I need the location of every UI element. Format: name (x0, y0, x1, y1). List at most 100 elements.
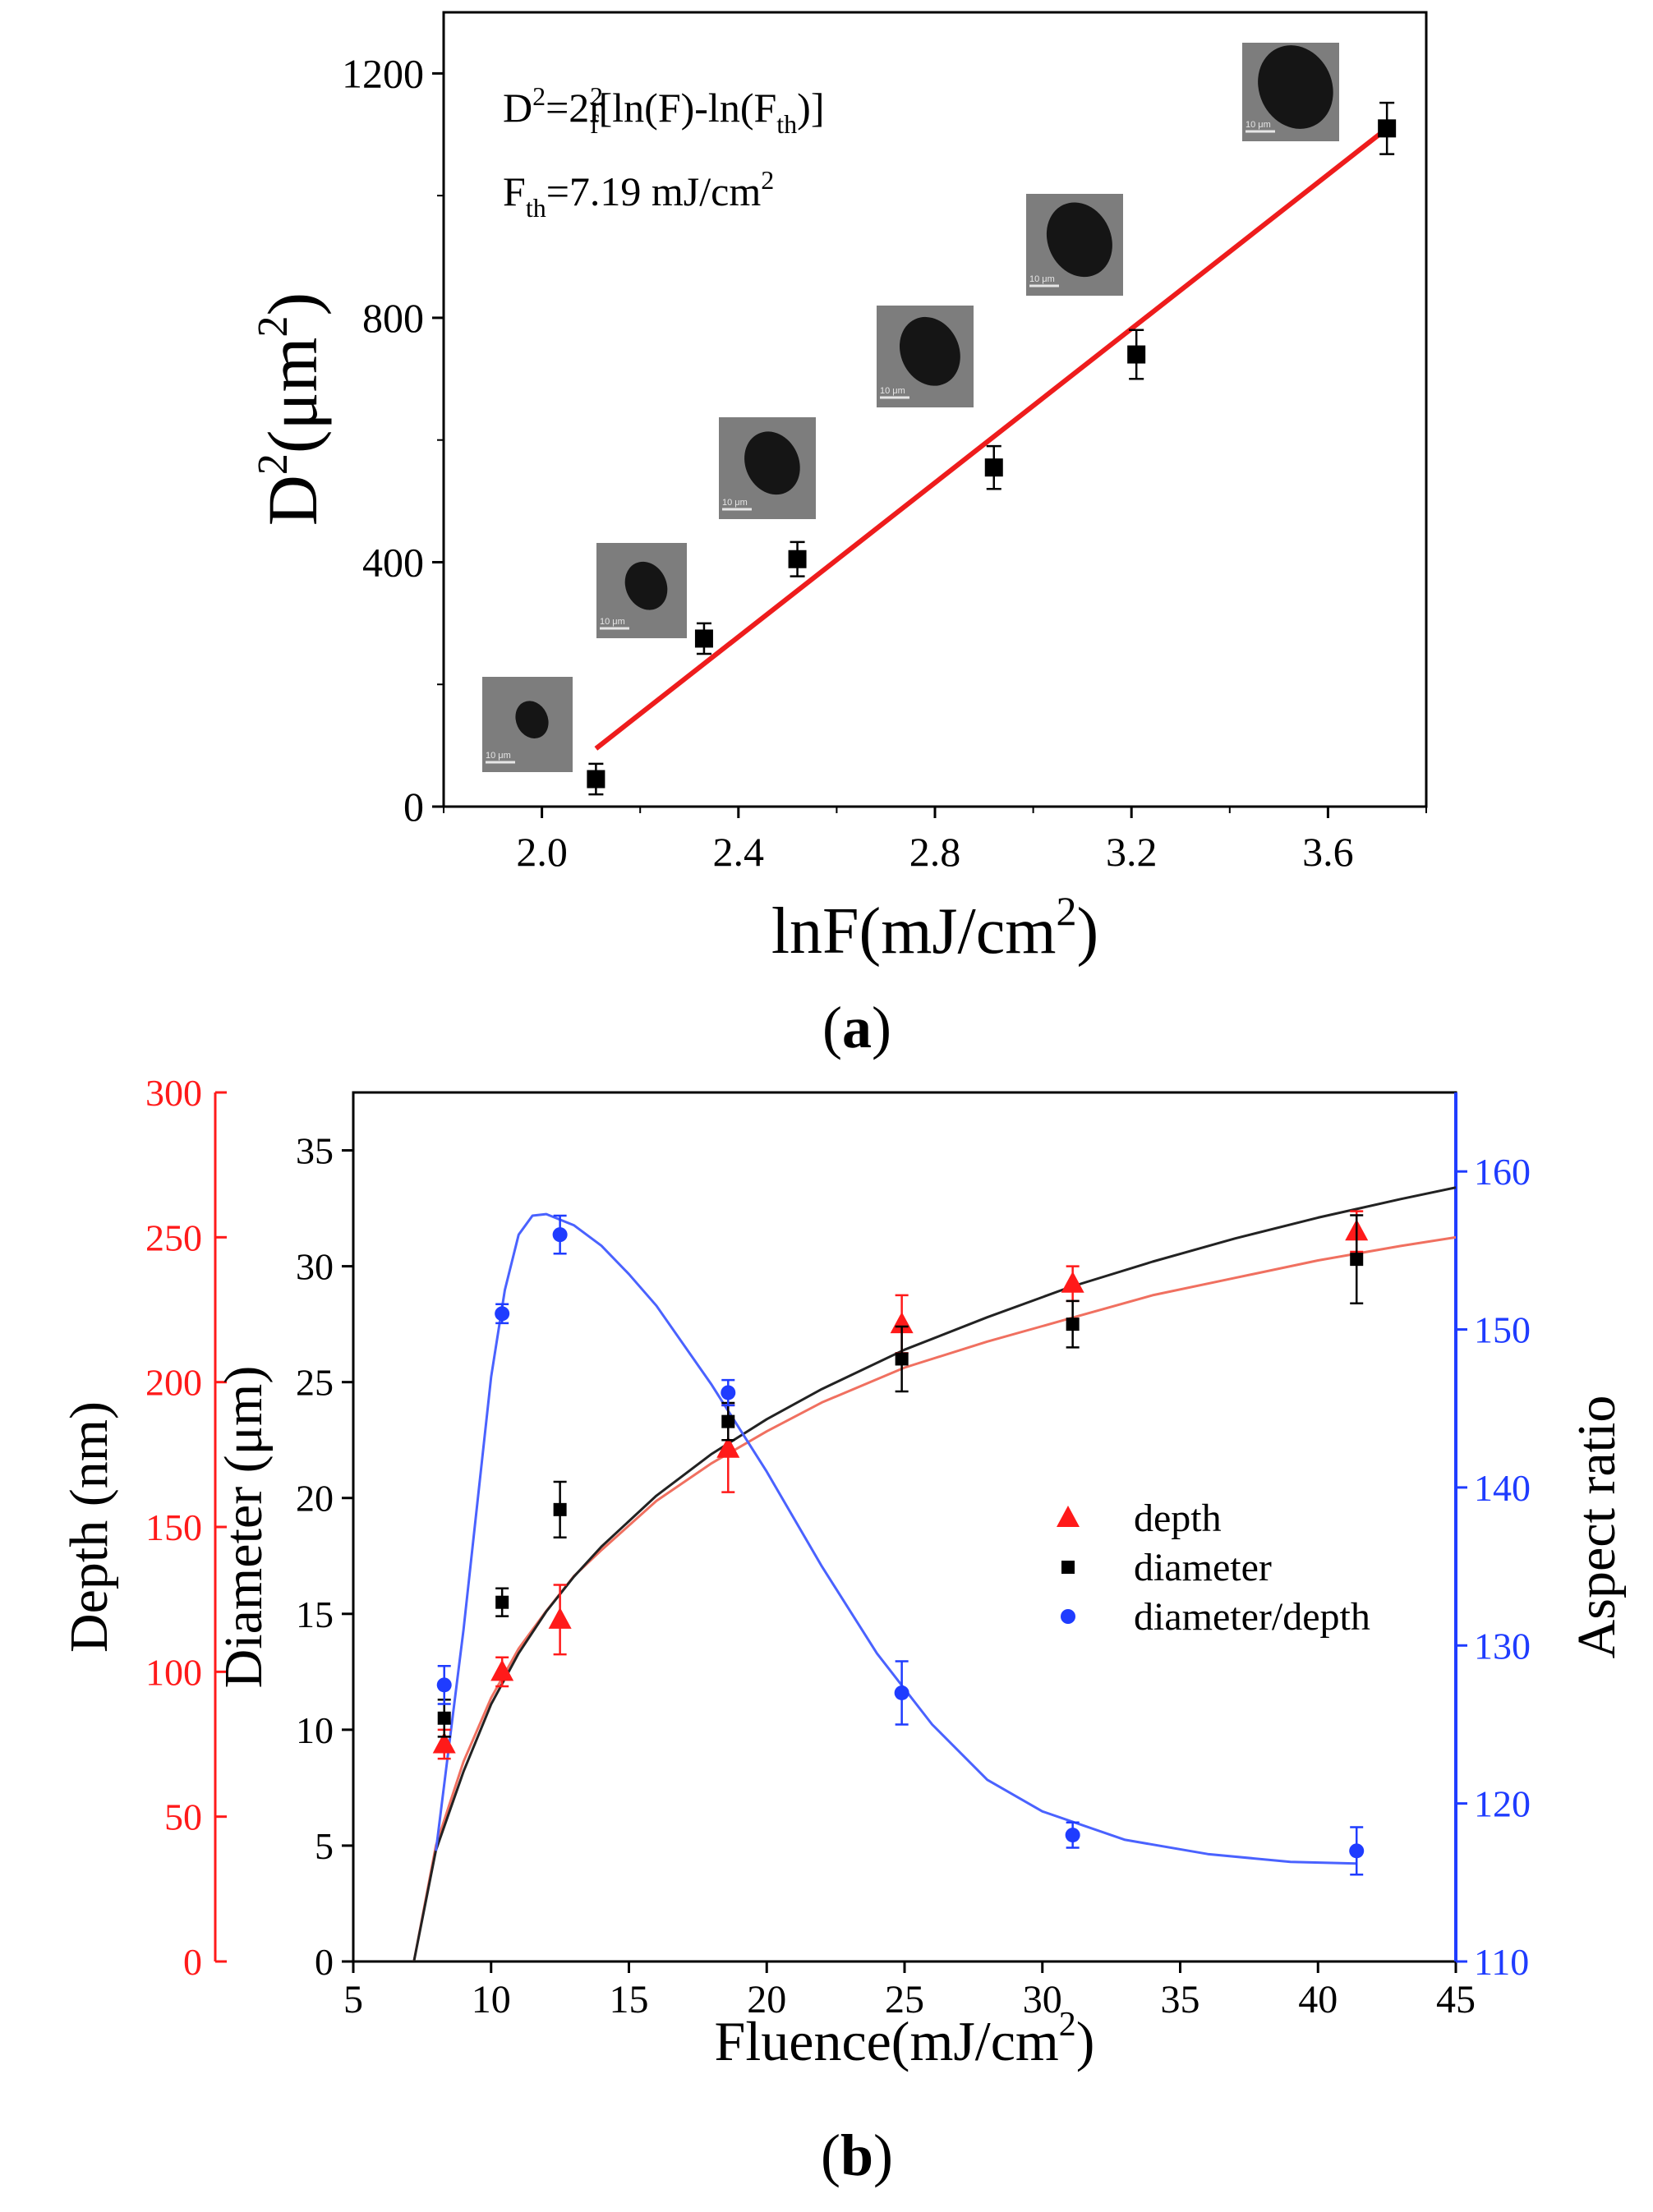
legend-item-ratio: diameter/depth (1061, 1595, 1370, 1639)
y-tick-label: 15 (296, 1593, 334, 1635)
data-point (1127, 345, 1146, 364)
legend-label-diameter: diameter (1134, 1546, 1272, 1589)
chart-b-x-axis-title: Fluence(mJ/cm2) (715, 2006, 1095, 2072)
legend-item-depth: depth (1057, 1497, 1222, 1540)
diameter-series (437, 1214, 1364, 1738)
x-tick-label: 35 (1161, 1978, 1200, 2021)
ratio-point (721, 1385, 736, 1400)
depth-tick-label: 50 (164, 1796, 202, 1838)
scale-bar-label: 10 μm (880, 386, 905, 396)
legend-marker-ratio (1061, 1609, 1075, 1624)
ratio-tick-label: 150 (1474, 1309, 1531, 1351)
diameter-point (1066, 1318, 1080, 1331)
data-point (788, 550, 807, 568)
legend-marker-diameter (1061, 1561, 1075, 1574)
chart-a-points (587, 101, 1397, 796)
chart-b-diameter-axis-title: Diameter (μm) (214, 1366, 274, 1689)
chart-b-depth-axis-title: Depth (nm) (59, 1401, 119, 1653)
ratio-point (894, 1685, 909, 1700)
sem-inset: 10 μm (1242, 43, 1339, 141)
chart-b-legend: depth diameter diameter/depth (1057, 1497, 1370, 1639)
y-tick-label: 35 (296, 1130, 334, 1172)
y-tick-label: 800 (362, 295, 424, 341)
x-tick-label: 2.8 (909, 829, 961, 875)
ratio-point (552, 1227, 568, 1243)
ratio-point (436, 1677, 452, 1693)
x-tick-label: 40 (1298, 1978, 1338, 2021)
depth-tick-label: 200 (145, 1362, 202, 1404)
ratio-tick-label: 130 (1474, 1625, 1531, 1667)
linear-fit-line (594, 126, 1389, 751)
x-tick-label: 10 (472, 1978, 511, 2021)
y-tick-label: 1200 (342, 50, 424, 96)
ratio-point (495, 1306, 510, 1322)
y-tick-label: 30 (296, 1246, 334, 1288)
ablation-crater (1258, 45, 1333, 129)
x-tick-label: 30 (1023, 1978, 1062, 2021)
chart-a-equation: D2=2r2 f[ln(F)-ln(Fth)] (503, 81, 824, 139)
scale-bar-label: 10 μm (722, 498, 748, 508)
ablation-crater (899, 316, 960, 386)
scale-bar-label: 10 μm (600, 617, 625, 627)
ablation-crater (515, 701, 549, 739)
legend-label-ratio: diameter/depth (1134, 1595, 1370, 1639)
ablation-crater (744, 431, 800, 495)
x-tick-label: 3.2 (1106, 829, 1158, 875)
chart-b-depth-ticks: 0 50 100 150 200 250 300 (145, 1072, 227, 1983)
y-tick-label: 0 (403, 784, 424, 830)
x-tick-label: 2.0 (516, 829, 568, 875)
x-tick-label: 25 (885, 1978, 924, 2021)
y-tick-label: 10 (296, 1709, 334, 1751)
ratio-point (1065, 1828, 1080, 1843)
ablation-crater (1046, 202, 1112, 278)
chart-a-threshold: Fth=7.19 mJ/cm2 (503, 165, 774, 223)
sem-inset: 10 μm (596, 543, 687, 638)
diameter-point (553, 1502, 567, 1516)
diameter-point (1350, 1253, 1364, 1267)
depth-tick-label: 300 (145, 1072, 202, 1114)
y-tick-label: 20 (296, 1478, 334, 1520)
chart-a-y-ticks: 0 400 800 1200 (342, 50, 444, 830)
chart-b-ratio-axis-title: Aspect ratio (1567, 1396, 1627, 1659)
chart-b-x-ticks: 5 10 15 20 25 30 35 40 45 (343, 1961, 1476, 2021)
depth-point (490, 1659, 514, 1681)
ratio-series (436, 1214, 1365, 1876)
chart-b-points (432, 1210, 1369, 1876)
chart-a-x-ticks: 2.0 2.4 2.8 3.2 3.6 (443, 807, 1427, 875)
legend-marker-depth (1057, 1506, 1080, 1527)
y-tick-label: 0 (315, 1941, 334, 1983)
x-tick-label: 45 (1436, 1978, 1476, 2021)
y-tick-label: 25 (296, 1362, 334, 1404)
diameter-point (495, 1595, 509, 1609)
sem-inset: 10 μm (482, 677, 573, 772)
chart-b-fit-curves (412, 1186, 1456, 1961)
chart-a-y-axis-title: D2(μm2) (250, 292, 332, 526)
data-point (1378, 119, 1397, 138)
ratio-tick-label: 110 (1474, 1941, 1529, 1983)
ratio-point (1349, 1843, 1365, 1859)
data-point (984, 458, 1003, 477)
chart-a-fit-line (594, 126, 1389, 751)
sem-inset: 10 μm (1026, 194, 1123, 296)
data-point (694, 629, 713, 648)
chart-b-panel-label: (b) (821, 2122, 893, 2188)
ablation-crater (624, 561, 668, 610)
depth-point (432, 1731, 456, 1754)
ratio-tick-label: 160 (1474, 1151, 1531, 1193)
x-tick-label: 20 (747, 1978, 786, 2021)
sem-inset: 10 μm (877, 306, 974, 407)
depth-point (716, 1436, 740, 1458)
sem-inset: 10 μm (719, 417, 816, 519)
x-tick-label: 15 (610, 1978, 649, 2021)
scale-bar-label: 10 μm (1246, 120, 1271, 130)
y-tick-label: 5 (315, 1825, 334, 1867)
data-point (587, 770, 605, 789)
depth-series (432, 1210, 1369, 1760)
chart-a-x-axis-title: lnF(mJ/cm2) (771, 888, 1098, 968)
diameter-point (437, 1711, 451, 1725)
depth-tick-label: 150 (145, 1506, 202, 1548)
ratio-tick-label: 140 (1474, 1467, 1531, 1509)
